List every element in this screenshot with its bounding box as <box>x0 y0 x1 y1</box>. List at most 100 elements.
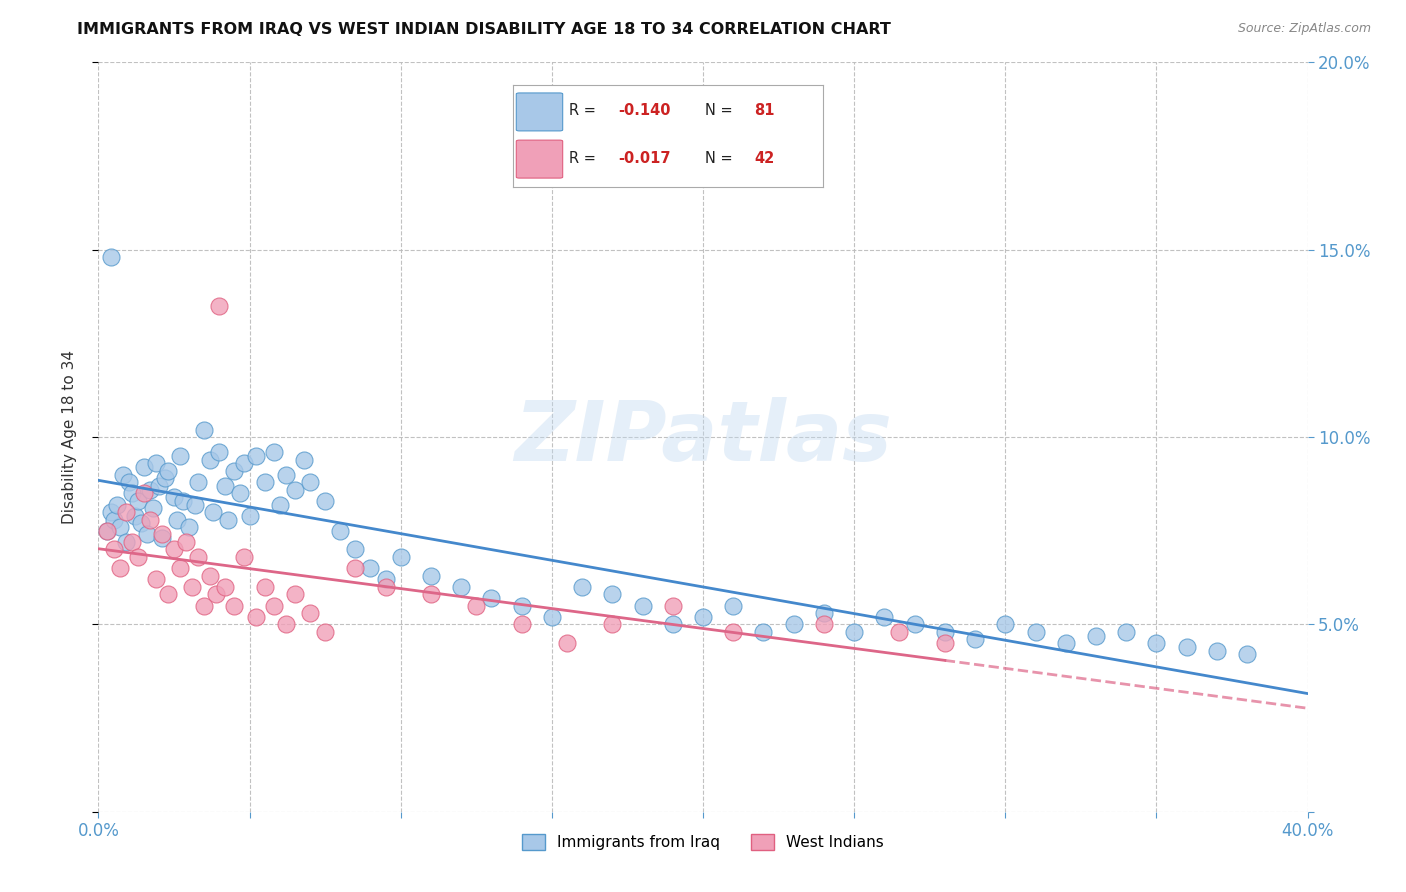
Point <box>96 524 118 538</box>
Point <box>661 599 683 613</box>
Point <box>1206 643 1229 657</box>
Point <box>314 493 336 508</box>
Text: ZIPatlas: ZIPatlas <box>515 397 891 477</box>
Text: -0.017: -0.017 <box>619 151 671 166</box>
Point <box>420 568 443 582</box>
Point <box>571 580 593 594</box>
Text: R =: R = <box>569 103 600 119</box>
Point <box>783 617 806 632</box>
Point <box>229 486 252 500</box>
Point <box>163 490 186 504</box>
Point <box>994 617 1017 632</box>
Point <box>145 573 167 587</box>
Point <box>253 475 276 489</box>
Point <box>96 524 118 538</box>
Point <box>184 498 207 512</box>
Point <box>150 531 173 545</box>
Point <box>239 508 262 523</box>
Point <box>374 580 396 594</box>
Point <box>481 591 503 606</box>
Text: R =: R = <box>569 151 600 166</box>
Point <box>224 599 246 613</box>
Point <box>1054 636 1077 650</box>
Point <box>934 624 956 639</box>
Point <box>139 483 162 497</box>
Point <box>540 610 562 624</box>
Point <box>723 599 745 613</box>
Point <box>156 587 179 601</box>
Point <box>873 610 896 624</box>
Point <box>1115 624 1137 639</box>
Point <box>752 624 775 639</box>
Point <box>245 610 267 624</box>
Point <box>124 508 146 523</box>
Point <box>344 542 367 557</box>
Point <box>205 587 228 601</box>
Point <box>179 520 201 534</box>
Point <box>174 535 197 549</box>
Point <box>510 599 533 613</box>
Point <box>232 549 254 564</box>
Text: -0.140: -0.140 <box>619 103 671 119</box>
Point <box>420 587 443 601</box>
Point <box>187 475 209 489</box>
Point <box>389 549 412 564</box>
Point <box>208 445 231 459</box>
Text: 81: 81 <box>755 103 775 119</box>
Point <box>360 561 382 575</box>
Point <box>169 561 191 575</box>
Point <box>602 587 624 601</box>
Point <box>904 617 927 632</box>
Point <box>269 498 291 512</box>
Point <box>200 568 222 582</box>
Point <box>118 475 141 489</box>
Text: N =: N = <box>704 151 737 166</box>
Point <box>139 512 162 526</box>
Point <box>100 250 122 264</box>
Point <box>450 580 472 594</box>
Point <box>465 599 488 613</box>
Point <box>181 580 204 594</box>
Point <box>661 617 683 632</box>
Point <box>284 587 307 601</box>
Point <box>224 464 246 478</box>
Point <box>150 527 173 541</box>
Point <box>214 580 236 594</box>
Point <box>142 501 165 516</box>
Point <box>202 505 225 519</box>
Point <box>193 423 215 437</box>
Point <box>299 606 322 620</box>
Point <box>145 456 167 470</box>
Point <box>135 527 157 541</box>
Point <box>510 617 533 632</box>
Point <box>132 460 155 475</box>
Point <box>723 624 745 639</box>
Point <box>127 493 149 508</box>
Point <box>114 535 136 549</box>
Text: 42: 42 <box>755 151 775 166</box>
Point <box>172 493 194 508</box>
Point <box>108 520 131 534</box>
Point <box>121 486 143 500</box>
Point <box>166 512 188 526</box>
Point <box>208 299 231 313</box>
Point <box>284 483 307 497</box>
FancyBboxPatch shape <box>516 93 562 131</box>
Point <box>187 549 209 564</box>
Point <box>602 617 624 632</box>
Point <box>1236 648 1258 662</box>
Point <box>105 498 128 512</box>
Point <box>329 524 352 538</box>
Point <box>274 617 297 632</box>
Y-axis label: Disability Age 18 to 34: Disability Age 18 to 34 <box>62 350 77 524</box>
Point <box>214 479 236 493</box>
Point <box>121 535 143 549</box>
Point <box>889 624 911 639</box>
Point <box>263 599 285 613</box>
Point <box>1085 629 1108 643</box>
Text: N =: N = <box>704 103 737 119</box>
Point <box>253 580 276 594</box>
Point <box>1144 636 1167 650</box>
Point <box>263 445 285 459</box>
FancyBboxPatch shape <box>516 140 562 178</box>
